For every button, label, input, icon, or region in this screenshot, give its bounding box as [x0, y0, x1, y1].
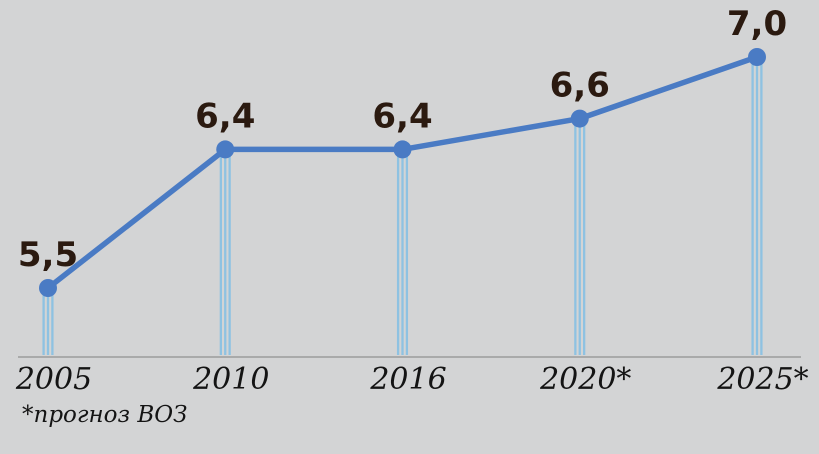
data-point-marker [216, 140, 235, 159]
value-label: 6,4 [372, 96, 432, 136]
footnote-who-forecast: *прогноз ВОЗ [22, 402, 187, 428]
value-label: 7,0 [727, 4, 787, 44]
x-axis-label: 2005 [15, 362, 92, 397]
value-label: 6,6 [550, 66, 610, 106]
x-axis-label: 2016 [369, 362, 446, 397]
x-axis-label: 2025* [716, 362, 808, 397]
data-point-marker [748, 48, 766, 66]
x-axis-label: 2010 [192, 362, 269, 397]
data-point-marker [39, 279, 57, 297]
x-axis-label: 2020* [539, 362, 631, 397]
data-point-marker [393, 140, 412, 159]
value-label: 5,5 [18, 235, 78, 275]
data-point-marker [570, 109, 589, 128]
value-label: 6,4 [195, 96, 255, 136]
